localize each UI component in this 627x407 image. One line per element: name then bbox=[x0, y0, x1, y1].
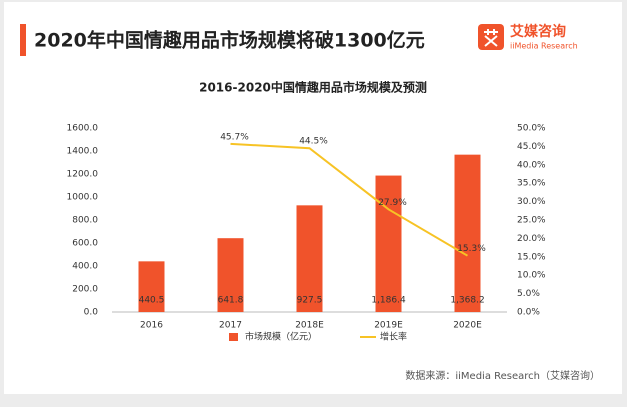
line bbox=[230, 142, 469, 257]
y2-tick-label: 40.0% bbox=[517, 160, 546, 170]
bar-value-label: 927.5 bbox=[297, 296, 323, 306]
card bbox=[4, 2, 622, 394]
logo-icon bbox=[478, 24, 504, 50]
line-value-label: 27.9% bbox=[378, 198, 407, 208]
y2-tick-label: 45.0% bbox=[517, 142, 546, 152]
y2-tick-label: 30.0% bbox=[517, 197, 546, 207]
y-tick-label: 600.0 bbox=[72, 239, 98, 249]
y2-tick-label: 15.0% bbox=[517, 252, 546, 262]
bar bbox=[296, 205, 323, 312]
legend-label: 市场规模（亿元） bbox=[245, 331, 317, 343]
y-tick-label: 1600.0 bbox=[67, 124, 99, 134]
bar-value-label: 641.8 bbox=[218, 296, 244, 306]
legend-swatch bbox=[229, 333, 238, 341]
bar bbox=[138, 261, 165, 312]
y-tick-label: 1000.0 bbox=[67, 193, 99, 203]
bar bbox=[454, 154, 481, 312]
y2-tick-label: 0.0% bbox=[517, 308, 540, 318]
line-value-label: 44.5% bbox=[299, 137, 328, 147]
y2-tick-label: 10.0% bbox=[517, 271, 546, 281]
logo-subtext: iiMedia Research bbox=[510, 42, 578, 51]
bar-value-label: 1,368.2 bbox=[450, 296, 484, 306]
y2-tick-label: 25.0% bbox=[517, 216, 546, 226]
x-tick-label: 2019E bbox=[374, 321, 403, 331]
y2-tick-label: 5.0% bbox=[517, 289, 540, 299]
legend-label: 增长率 bbox=[380, 331, 407, 343]
y-tick-label: 1200.0 bbox=[67, 170, 99, 180]
y-tick-label: 800.0 bbox=[72, 216, 98, 226]
chart-title: 2016-2020中国情趣用品市场规模及预测 bbox=[199, 80, 427, 95]
x-tick-label: 2018E bbox=[295, 321, 324, 331]
y-tick-label: 400.0 bbox=[72, 262, 98, 272]
line-value-label: 15.3% bbox=[457, 244, 486, 254]
y-tick-label: 1400.0 bbox=[67, 147, 99, 157]
y2-tick-label: 35.0% bbox=[517, 179, 546, 189]
source: 数据来源：iiMedia Research（艾媒咨询） bbox=[405, 369, 600, 382]
x-tick-label: 2016 bbox=[140, 321, 163, 331]
y2-tick-label: 20.0% bbox=[517, 234, 546, 244]
bar-value-label: 440.5 bbox=[139, 296, 165, 306]
x-tick-label: 2017 bbox=[219, 321, 242, 331]
y-tick-label: 0.0 bbox=[84, 308, 99, 318]
y2-tick-label: 50.0% bbox=[517, 124, 546, 134]
logo-text: 艾媒咨询 bbox=[510, 23, 566, 40]
page-title: 2020年中国情趣用品市场规模将破1300亿元 bbox=[34, 29, 425, 52]
x-tick-label: 2020E bbox=[453, 321, 482, 331]
title-accent bbox=[20, 24, 26, 56]
bar bbox=[375, 175, 402, 312]
y-tick-label: 200.0 bbox=[72, 285, 98, 295]
line-value-label: 45.7% bbox=[220, 132, 249, 142]
bar-value-label: 1,186.4 bbox=[371, 296, 406, 306]
logo-glyph bbox=[484, 29, 498, 47]
bar bbox=[217, 238, 244, 312]
